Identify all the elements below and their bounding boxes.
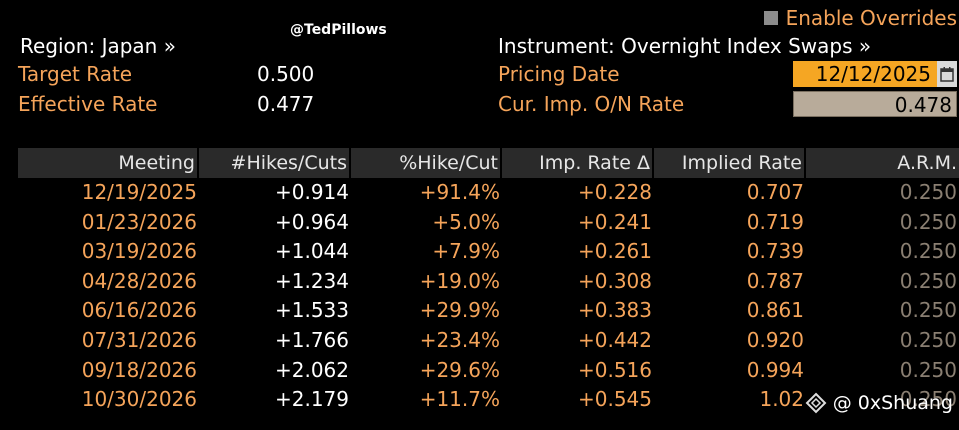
hikes-cuts-cell: +1.533 xyxy=(274,298,349,323)
table-header: Meeting #Hikes/Cuts %Hike/Cut Imp. Rate … xyxy=(18,148,959,178)
pricing-date-input[interactable]: 12/12/2025 xyxy=(793,61,937,87)
override-label: Enable Overrides xyxy=(785,6,957,30)
meeting-date-cell: 12/19/2025 xyxy=(81,180,197,204)
meeting-date-cell: 01/23/2026 xyxy=(81,209,197,234)
implied-rate-cell: 1.02 xyxy=(759,387,804,412)
hikes-cuts-cell: +1.044 xyxy=(274,239,349,264)
meeting-date-cell: 04/28/2026 xyxy=(81,268,197,293)
implied-rate-cell: 0.861 xyxy=(746,298,804,323)
header-implied-rate[interactable]: Implied Rate xyxy=(654,148,806,178)
meeting-date-cell: 03/19/2026 xyxy=(81,239,197,264)
override-checkbox[interactable] xyxy=(763,11,778,25)
pct-hike-cut-cell: +11.7% xyxy=(419,387,500,412)
arm-value-cell: 0.250 xyxy=(899,387,957,412)
pct-hike-cut-cell: +23.4% xyxy=(419,327,500,352)
header-hikes-cuts[interactable]: #Hikes/Cuts xyxy=(199,148,351,178)
pct-hike-cut-cell: +91.4% xyxy=(419,180,500,204)
cur-imp-rate-label: Cur. Imp. O/N Rate xyxy=(498,92,685,116)
effective-rate-label: Effective Rate xyxy=(18,92,158,116)
table-row: 04/28/2026 +1.234 +19.0% +0.308 0.787 0.250 xyxy=(18,267,959,297)
imp-rate-delta-cell: +0.442 xyxy=(577,327,652,352)
watermark-bottom-text: @ 0xShuang xyxy=(832,392,953,414)
meetings-table: Meeting #Hikes/Cuts %Hike/Cut Imp. Rate … xyxy=(18,148,959,415)
imp-rate-delta-cell: +0.241 xyxy=(577,209,652,234)
arm-value-cell: 0.250 xyxy=(899,357,957,382)
implied-rate-cell: 0.787 xyxy=(746,268,804,293)
hikes-cuts-cell: +0.914 xyxy=(274,180,349,204)
implied-rate-cell: 0.994 xyxy=(746,357,804,382)
table-row: 12/19/2025 +0.914 +91.4% +0.228 0.707 0.250 xyxy=(18,178,959,208)
diamond-logo-icon xyxy=(805,392,827,414)
region-selector[interactable]: Region: Japan » xyxy=(20,34,176,58)
header-imp-rate-delta[interactable]: Imp. Rate Δ xyxy=(502,148,654,178)
watermark-bottom: @ 0xShuang xyxy=(805,392,953,414)
arm-value-cell: 0.250 xyxy=(899,327,957,352)
table-row: 03/19/2026 +1.044 +7.9% +0.261 0.739 0.250 xyxy=(18,237,959,267)
instrument-selector[interactable]: Instrument: Overnight Index Swaps » xyxy=(498,34,872,58)
implied-rate-cell: 0.719 xyxy=(746,209,804,234)
table-row: 06/16/2026 +1.533 +29.9% +0.383 0.861 0.250 xyxy=(18,296,959,326)
pct-hike-cut-cell: +7.9% xyxy=(432,239,500,264)
pct-hike-cut-cell: +5.0% xyxy=(432,209,500,234)
meeting-date-cell: 09/18/2026 xyxy=(81,357,197,382)
hikes-cuts-cell: +1.234 xyxy=(274,268,349,293)
header-arm[interactable]: A.R.M. xyxy=(806,148,959,178)
imp-rate-delta-cell: +0.228 xyxy=(577,180,652,204)
arm-value-cell: 0.250 xyxy=(899,209,957,234)
meeting-date-cell: 07/31/2026 xyxy=(81,327,197,352)
imp-rate-delta-cell: +0.308 xyxy=(577,268,652,293)
meeting-date-cell: 06/16/2026 xyxy=(81,298,197,323)
pct-hike-cut-cell: +19.0% xyxy=(419,268,500,293)
target-rate-label: Target Rate xyxy=(18,62,133,86)
cur-imp-rate-input[interactable]: 0.478 xyxy=(793,91,957,117)
calendar-icon[interactable] xyxy=(937,61,957,87)
table-row: 07/31/2026 +1.766 +23.4% +0.442 0.920 0.250 xyxy=(18,326,959,356)
meeting-date-cell: 10/30/2026 xyxy=(81,387,197,412)
watermark-top: @TedPillows xyxy=(290,22,387,38)
implied-rate-cell: 0.920 xyxy=(746,327,804,352)
hikes-cuts-cell: +0.964 xyxy=(274,209,349,234)
implied-rate-cell: 0.739 xyxy=(746,239,804,264)
imp-rate-delta-cell: +0.261 xyxy=(577,239,652,264)
target-rate-value: 0.500 xyxy=(257,62,315,86)
hikes-cuts-cell: +1.766 xyxy=(274,327,349,352)
header-pct-hike-cut[interactable]: %Hike/Cut xyxy=(351,148,502,178)
table-row: 01/23/2026 +0.964 +5.0% +0.241 0.719 0.250 xyxy=(18,208,959,238)
table-row: 10/30/2026 +2.179 +11.7% +0.545 1.02 0.250 xyxy=(18,385,959,415)
pct-hike-cut-cell: +29.9% xyxy=(419,298,500,323)
implied-rate-cell: 0.707 xyxy=(746,180,804,204)
enable-overrides-toggle[interactable]: Enable Overrides xyxy=(763,6,957,30)
imp-rate-delta-cell: +0.516 xyxy=(577,357,652,382)
arm-value-cell: 0.250 xyxy=(899,180,957,204)
hikes-cuts-cell: +2.062 xyxy=(274,357,349,382)
pct-hike-cut-cell: +29.6% xyxy=(419,357,500,382)
imp-rate-delta-cell: +0.545 xyxy=(577,387,652,412)
arm-value-cell: 0.250 xyxy=(899,239,957,264)
imp-rate-delta-cell: +0.383 xyxy=(577,298,652,323)
pricing-date-label: Pricing Date xyxy=(498,62,620,86)
header-meeting[interactable]: Meeting xyxy=(18,148,199,178)
effective-rate-value: 0.477 xyxy=(257,92,315,116)
arm-value-cell: 0.250 xyxy=(899,268,957,293)
arm-value-cell: 0.250 xyxy=(899,298,957,323)
table-row: 09/18/2026 +2.062 +29.6% +0.516 0.994 0.250 xyxy=(18,356,959,386)
hikes-cuts-cell: +2.179 xyxy=(274,387,349,412)
